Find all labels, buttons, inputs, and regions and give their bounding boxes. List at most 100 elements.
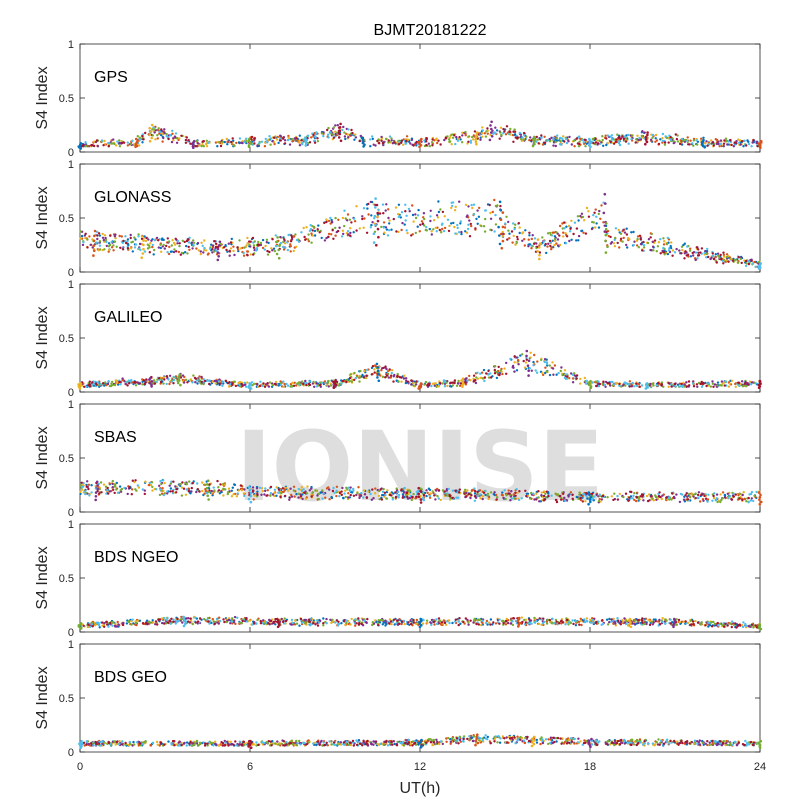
data-point [264, 141, 267, 144]
data-point [403, 491, 406, 494]
data-point [401, 493, 405, 496]
data-point [481, 377, 485, 380]
data-point [343, 135, 347, 138]
data-point [537, 622, 541, 626]
data-point [271, 238, 274, 241]
data-point [332, 126, 335, 129]
data-point [604, 233, 608, 237]
data-point [464, 488, 467, 491]
data-point [233, 380, 236, 383]
data-point [226, 382, 230, 385]
data-point [553, 243, 556, 247]
data-point [228, 385, 231, 388]
data-point [149, 483, 153, 487]
data-point [89, 243, 93, 246]
data-point [716, 381, 720, 384]
data-point [173, 248, 176, 251]
data-point [216, 247, 220, 251]
data-point [444, 136, 448, 140]
data-point [505, 215, 508, 218]
data-point [283, 238, 286, 241]
data-point [349, 486, 352, 489]
data-point [206, 479, 210, 483]
data-point [503, 489, 506, 492]
data-point [143, 250, 147, 253]
data-point [200, 375, 203, 379]
data-point [406, 231, 409, 235]
data-point [472, 213, 475, 216]
data-point [606, 134, 610, 137]
data-point [80, 488, 84, 491]
data-point [382, 226, 386, 229]
data-point [727, 385, 731, 388]
data-point [214, 245, 218, 249]
data-point [521, 136, 524, 139]
data-point [180, 134, 183, 137]
data-point [153, 239, 157, 242]
data-point [654, 137, 657, 140]
data-point [404, 219, 407, 222]
data-point [92, 382, 96, 386]
data-point [515, 240, 518, 244]
data-point [79, 230, 82, 233]
data-point [750, 145, 753, 148]
data-point [369, 226, 372, 229]
data-point [268, 250, 271, 254]
data-point [563, 499, 567, 502]
data-point [196, 142, 200, 145]
data-point [585, 379, 588, 382]
data-point [305, 138, 308, 141]
data-point [394, 491, 397, 494]
data-point [511, 364, 515, 368]
data-point [747, 383, 750, 386]
data-point [277, 141, 280, 145]
data-point [631, 381, 634, 385]
data-point [306, 134, 310, 138]
data-point [167, 252, 171, 256]
data-point [305, 381, 308, 385]
data-point [348, 379, 351, 383]
data-point [261, 384, 264, 387]
data-point [471, 206, 474, 210]
data-point [360, 136, 364, 140]
data-point [358, 139, 361, 143]
data-point [468, 492, 471, 496]
data-point [435, 385, 438, 388]
data-point [397, 380, 400, 383]
data-point [88, 385, 92, 388]
data-point [339, 139, 343, 143]
data-point [430, 230, 433, 233]
data-point [166, 492, 169, 495]
panel-label: SBAS [94, 429, 137, 446]
data-point [608, 617, 611, 621]
data-point [718, 145, 721, 148]
data-point [204, 142, 208, 146]
data-point [165, 382, 168, 386]
data-point [583, 376, 586, 380]
data-point [459, 222, 462, 225]
data-point [416, 214, 420, 217]
data-point [284, 486, 288, 489]
data-point [612, 242, 616, 245]
data-point [160, 238, 164, 241]
data-point [688, 492, 691, 496]
data-point [278, 139, 282, 142]
data-point [579, 214, 582, 218]
data-point [564, 242, 568, 245]
data-point [310, 493, 313, 496]
data-point [513, 370, 516, 373]
data-point [385, 228, 389, 231]
data-point [441, 382, 444, 385]
data-point [544, 371, 547, 375]
data-point [645, 140, 649, 144]
data-point [500, 246, 504, 250]
data-point [599, 217, 602, 220]
data-point [474, 490, 477, 493]
data-point [577, 497, 580, 500]
data-point [576, 215, 580, 218]
data-point [663, 143, 667, 146]
data-point [580, 212, 584, 215]
data-point [525, 349, 529, 353]
data-point [694, 492, 697, 495]
data-point [470, 224, 473, 228]
